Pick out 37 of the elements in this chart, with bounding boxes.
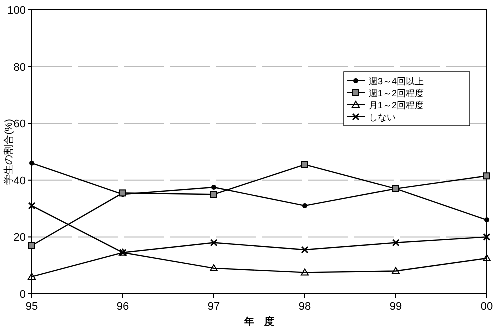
x-tick-label: 97 xyxy=(208,301,220,313)
point xyxy=(210,239,218,247)
y-tick-label: 0 xyxy=(20,289,26,301)
point xyxy=(210,191,218,198)
point xyxy=(302,161,308,168)
x-tick-label: 98 xyxy=(298,301,312,313)
y-axis-title: 学生の割合(%) xyxy=(3,119,15,185)
point xyxy=(301,268,309,276)
legend-label: 月1～2回程度 xyxy=(369,100,424,110)
point xyxy=(392,267,400,274)
legend-label: しない xyxy=(369,112,396,122)
x-tick-label: 00 xyxy=(480,301,493,313)
point xyxy=(302,203,308,208)
x-tick-label: 96 xyxy=(116,301,130,313)
point xyxy=(483,233,491,241)
point xyxy=(301,246,309,254)
x-tick-label: 95 xyxy=(26,301,38,313)
x-axis-title: 年 度 xyxy=(244,316,274,328)
legend-label: 週3～4回以上 xyxy=(369,76,424,86)
point xyxy=(28,272,36,280)
point xyxy=(212,185,216,190)
point xyxy=(392,239,400,247)
point xyxy=(28,242,36,250)
y-tick-label: 60 xyxy=(14,118,26,131)
y-tick-label: 100 xyxy=(8,5,26,17)
y-tick-label: 40 xyxy=(14,175,26,188)
x-tick-label: 99 xyxy=(390,301,402,313)
y-tick-label: 80 xyxy=(14,62,26,74)
point xyxy=(120,190,126,197)
point xyxy=(484,218,490,223)
point xyxy=(28,202,36,210)
legend-label: 週1～2回程度 xyxy=(369,88,424,98)
y-tick-label: 20 xyxy=(14,232,26,244)
point xyxy=(484,172,490,180)
point xyxy=(30,160,34,166)
point xyxy=(210,264,218,272)
point xyxy=(483,254,491,262)
